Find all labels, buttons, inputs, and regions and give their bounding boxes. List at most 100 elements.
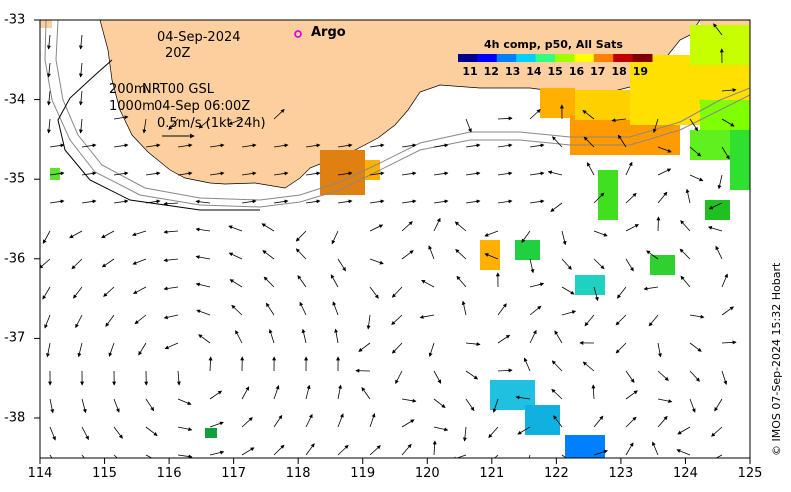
current-vector-arrow <box>163 201 179 206</box>
current-vector-arrow <box>241 386 250 400</box>
current-vector-arrow <box>108 342 115 357</box>
colorbar-label: 14 <box>526 65 542 78</box>
colorbar-label: 11 <box>462 65 478 78</box>
current-vector-arrow <box>586 162 595 176</box>
current-vector-arrow <box>337 413 344 428</box>
current-vector-arrow <box>209 421 224 428</box>
current-vector-arrow <box>177 171 193 176</box>
current-vector-arrow <box>273 199 289 204</box>
current-vector-arrow <box>369 199 385 204</box>
current-vector-arrow <box>273 444 285 456</box>
current-vector-arrow <box>657 342 662 358</box>
colorbar-swatch <box>535 54 556 62</box>
current-vector-arrow <box>261 223 275 232</box>
current-vector-arrow <box>689 342 702 352</box>
current-vector-arrow <box>195 282 211 288</box>
current-vector-arrow <box>550 202 563 212</box>
current-vector-arrow <box>78 118 83 134</box>
current-vector-arrow <box>497 116 513 121</box>
current-vector-arrow <box>616 286 627 299</box>
current-vector-arrow <box>401 171 417 176</box>
current-vector-arrow <box>593 192 605 204</box>
sst-colorbar <box>458 54 653 62</box>
current-vector-arrow <box>648 314 659 327</box>
current-vector-arrow <box>529 199 545 204</box>
current-vector-arrow <box>689 370 700 382</box>
current-vector-arrow <box>625 224 640 232</box>
y-tick-label: -35 <box>4 171 26 187</box>
current-vector-arrow <box>714 398 723 412</box>
current-vector-arrow <box>44 314 51 329</box>
current-vector-arrow <box>145 454 153 458</box>
current-vector-arrow <box>529 171 545 176</box>
current-vector-arrow <box>676 449 691 456</box>
current-vector-arrow <box>582 110 595 120</box>
current-vector-arrow <box>332 301 339 316</box>
current-vector-arrow <box>584 314 595 327</box>
current-vector-arrow <box>611 118 627 123</box>
current-vector-arrow <box>715 454 723 458</box>
current-vector-arrow <box>689 314 705 319</box>
current-vector-arrow <box>228 252 243 260</box>
current-vector-arrow <box>593 449 608 456</box>
flow-boundary-line <box>57 59 260 211</box>
colorbar-swatch <box>613 54 634 62</box>
current-vector-arrow <box>113 143 129 148</box>
current-vector-arrow <box>331 230 339 245</box>
current-vector-arrow <box>391 314 403 325</box>
current-vector-arrow <box>395 370 403 385</box>
current-vector-arrow <box>652 118 659 133</box>
current-vector-arrow <box>721 88 737 93</box>
current-vector-arrow <box>657 370 669 381</box>
current-vector-arrow <box>462 426 467 442</box>
current-vector-arrow <box>593 415 604 428</box>
current-vector-arrow <box>305 171 321 176</box>
colorbar-label: 12 <box>483 65 499 78</box>
current-vector-arrow <box>369 143 385 148</box>
current-vector-arrow <box>707 225 723 232</box>
y-tick-label: -37 <box>4 330 26 346</box>
y-tick-label: -38 <box>4 410 26 426</box>
current-vector-arrow <box>145 426 158 436</box>
x-tick-label: 125 <box>737 466 763 481</box>
current-vector-arrow <box>488 426 499 438</box>
current-vector-arrow <box>295 230 307 242</box>
x-tick-label: 117 <box>221 466 247 481</box>
current-vector-arrow <box>547 170 563 176</box>
current-vector-arrow <box>49 426 56 441</box>
current-vector-arrow <box>301 328 307 344</box>
current-vector-arrow <box>81 398 87 414</box>
current-vector-arrow <box>265 302 275 316</box>
current-vector-arrow <box>49 454 53 458</box>
colorbar-label: 13 <box>504 65 521 78</box>
colorbar-title: 4h comp, p50, All Sats <box>484 38 623 51</box>
argo-legend-label: Argo <box>311 25 346 40</box>
current-vector-arrow <box>231 304 243 316</box>
current-vector-arrow <box>465 398 475 412</box>
current-vectors <box>40 23 737 458</box>
current-vector-arrow <box>517 426 531 435</box>
current-vector-arrow <box>138 342 147 356</box>
current-vector-arrow <box>561 230 567 246</box>
current-vector-arrow <box>401 443 412 456</box>
current-vector-arrow <box>241 143 257 148</box>
current-vector-arrow <box>685 188 691 204</box>
current-vector-arrow <box>492 398 499 413</box>
current-vector-arrow <box>551 388 563 400</box>
current-vector-arrow <box>652 441 659 456</box>
colorbar-swatch <box>458 54 478 62</box>
current-vector-arrow <box>625 390 638 400</box>
current-vector-arrow <box>497 368 513 373</box>
current-vector-arrow <box>337 199 353 204</box>
current-vector-arrow <box>297 275 307 288</box>
current-vector-arrow <box>711 426 723 437</box>
current-vector-arrow <box>113 171 129 176</box>
current-vector-arrow <box>497 334 511 344</box>
current-vector-arrow <box>721 306 734 316</box>
current-vector-arrow <box>657 191 668 204</box>
current-vector-arrow <box>593 286 599 302</box>
axis-ticks <box>34 19 751 464</box>
current-vector-arrow <box>433 398 446 408</box>
current-vector-arrow <box>273 108 285 120</box>
current-vector-arrow <box>529 305 542 316</box>
